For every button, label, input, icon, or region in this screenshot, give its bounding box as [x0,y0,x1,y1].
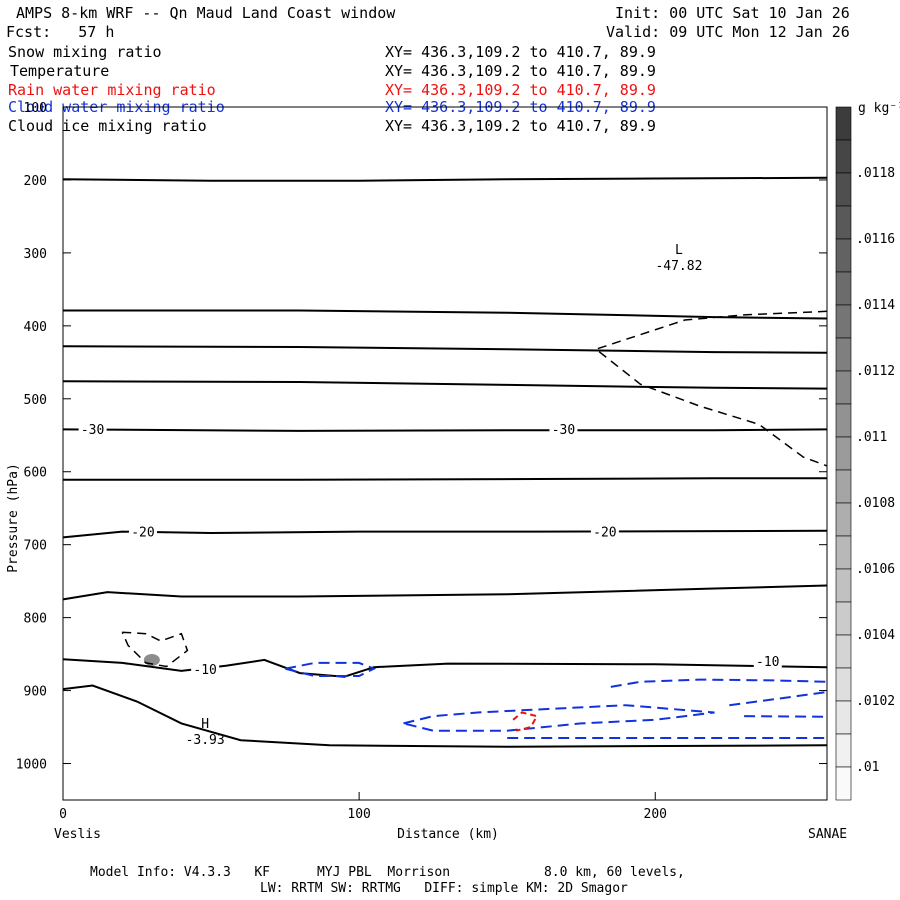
colorbar-label-4: .011 [856,430,887,445]
y-tick-label-3: 400 [24,320,47,335]
isotherm-0 [62,176,828,182]
temperature-label-0: -30 [81,423,104,438]
cloud-water-contour-layer [284,661,828,739]
init-time: Init: 00 UTC Sat 10 Jan 26 [615,4,850,22]
colorbar: .0118 .0116 .0114 .0112 .011 .0108 .0106 .0104.… [835,106,895,801]
y-tick-label-2: 300 [24,247,47,262]
cloud-water-contour-2 [610,678,828,688]
dashed-contour-1 [121,631,189,668]
isotherm-2 [62,345,828,354]
y-tick-label-6: 700 [24,539,47,554]
temperature-label-2: -20 [131,525,154,540]
model-info-line1: Model Info: V4.3.3 KF MYJ PBL Morrison 8… [90,865,685,880]
y-tick-label-1: 200 [24,174,47,189]
isotherm-8 [62,658,828,678]
y-tick-label-0: 100 [24,101,47,116]
colorbar-label-3: .0112 [856,364,895,379]
cloud-water-contour-3 [729,691,828,707]
x-tick-label-1: 100 [347,807,370,822]
colorbar-label-9: .01 [856,760,879,775]
isotherm-layer [62,176,828,748]
colorbar-label-1: .0116 [856,232,895,247]
cloud-water-contour-4 [744,715,828,718]
valid-time: Valid: 09 UTC Mon 12 Jan 26 [606,23,850,41]
y-tick-label-7: 800 [24,612,47,627]
colorbar-label-0: .0118 [856,166,895,181]
field-cloudice-xy: XY= 436.3,109.2 to 410.7, 89.9 [385,117,656,135]
model-info-line2: LW: RRTM SW: RRTMG DIFF: simple KM: 2D S… [260,881,628,896]
field-rain-xy: XY= 436.3,109.2 to 410.7, 89.9 [385,81,656,99]
y-tick-label-5: 600 [24,466,47,481]
x-tick-label-0: 0 [59,807,67,822]
colorbar-label-8: .0102 [856,694,895,709]
y-tick-label-8: 900 [24,685,47,700]
field-snow-xy: XY= 436.3,109.2 to 410.7, 89.9 [385,43,656,61]
field-temp-name: Temperature [10,62,110,80]
dashed-contour-0 [594,310,828,467]
isotherm-7 [62,584,828,601]
field-temp-xy: XY= 436.3,109.2 to 410.7, 89.9 [385,62,656,80]
isotherm-1 [63,309,828,320]
extremum-value-0: -47.82 [655,259,702,274]
plot-frame [62,106,828,801]
isotherm-5 [63,477,827,481]
isotherm-9 [62,684,828,748]
colorbar-label-5: .0108 [856,496,895,511]
y-tick-label-9: 1000 [16,758,47,773]
chart-title: AMPS 8-km WRF -- Qn Maud Land Coast wind… [16,4,396,22]
colorbar-label-2: .0114 [856,298,895,313]
contour-label-layer: -30 -30 -20 -20 -10 -10 L-47.82 H-3.93 [78,243,782,748]
extremum-symbol-1: H [201,717,209,732]
forecast-hour: Fcst: 57 h [6,23,115,41]
field-cloudice-name: Cloud ice mixing ratio [8,117,207,135]
temperature-label-3: -20 [593,525,616,540]
rain-contour-layer [512,711,539,732]
x-right-endpoint-label: SANAE [808,827,847,842]
dashed-black-contour-layer [121,310,828,668]
x-axis-label: Distance (km) [397,827,499,842]
cloud-water-contour-0 [284,661,377,677]
colorbar-label-7: .0104 [856,628,895,643]
colorbar-unit: g kg⁻¹ [858,101,900,116]
isotherm-3 [62,380,828,390]
temperature-label-1: -30 [552,423,575,438]
x-left-endpoint-label: Veslis [54,827,101,842]
rain-contour-0 [512,711,539,732]
cloud-water-contour-1 [403,704,715,732]
x-tick-label-2: 200 [644,807,667,822]
isotherm-6 [62,529,828,539]
y-axis-label: Pressure (hPa) [6,463,21,573]
colorbar-label-6: .0106 [856,562,895,577]
y-tick-label-4: 500 [24,393,47,408]
extremum-symbol-0: L [675,243,683,258]
axes-layer: 100 200 300 400 500 600 700 800 900 1000 0 100 200 [16,101,827,822]
field-snow-name: Snow mixing ratio [8,43,162,61]
field-rain-name: Rain water mixing ratio [8,81,216,99]
temperature-label-5: -10 [756,655,779,670]
temperature-label-4: -10 [193,663,216,678]
isotherm-4 [62,428,828,432]
extremum-value-1: -3.93 [186,733,225,748]
